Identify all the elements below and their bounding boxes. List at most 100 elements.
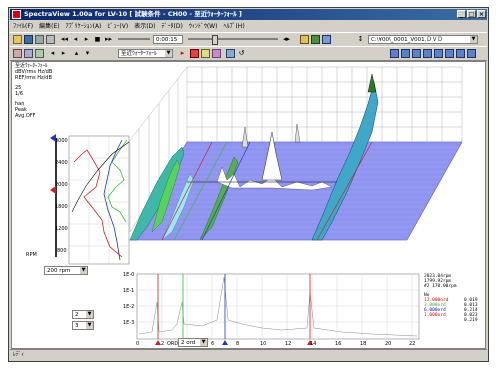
waterfall-icon[interactable] [24,49,33,58]
save-icon[interactable] [24,35,33,44]
spectrum-x-tick-3: 6 [211,341,215,347]
table-icon[interactable] [311,35,320,44]
maximize-button[interactable]: □ [467,10,476,18]
cursor-blue-marker[interactable] [222,340,228,345]
rpm-profile-green [107,139,128,223]
rpm-current-marker[interactable] [50,186,56,194]
order-ridge-3 [161,173,195,241]
spectrum-x-tick-5: 10 [260,341,267,347]
rewind-icon[interactable]: ◂◂ [60,35,69,43]
print-icon[interactable] [35,35,44,44]
file-combo[interactable]: C:\¥00\_0001_V001.ＤＶＤ ▼ [368,35,478,44]
order-combo-a[interactable]: 2 ▼ [72,310,94,319]
open-folder-icon[interactable] [13,35,22,44]
grid-icon[interactable] [226,49,235,58]
rpm-step-combo[interactable]: 200 rpm ▼ [44,266,88,275]
frame-slider[interactable] [188,38,278,40]
legend-row-1-value: 0.019 [464,298,478,303]
order-cursor-green[interactable] [173,141,228,241]
waterfall-view[interactable]: 至近ｳｫｰﾀｰﾌｫｰﾙ dBV/rms Hz/dB REF/rms Hz/dB … [11,61,486,349]
spectrum-x-tick-7: 14 [310,341,317,347]
toolbar-icon-f[interactable] [445,49,454,58]
menu-file[interactable]: ﾌｧｲﾙ(F) [13,23,34,30]
position-slider[interactable] [118,38,150,40]
arrow-down-icon[interactable]: ▾ [85,49,90,57]
rpm-top-marker[interactable] [50,134,56,142]
toolbar-icon-h[interactable] [467,49,476,58]
rpm-profile-red [73,149,123,258]
order-cursor-red[interactable] [161,141,213,241]
spectrum-y-tick-2: 1E-2 [123,304,135,310]
chevron-down-icon[interactable]: ▼ [80,267,87,274]
spectrum-x-tick-4: 8 [236,341,240,347]
chevron-down-icon[interactable]: ▼ [470,36,477,43]
window-title: SpectraView 1.00a for LV-10 [ 試験条件 - CH0… [24,10,242,18]
rotate-icon[interactable]: ↺ [238,49,245,57]
chevron-down-icon[interactable]: ▼ [200,339,207,346]
toolbar-icon-c[interactable] [412,49,421,58]
play-icon[interactable]: ▸ [84,35,89,43]
arrow-left-icon[interactable]: ◂ [50,49,55,57]
spectrum-y-tick-1: 1E-1 [123,288,135,294]
arrow-up-icon[interactable]: ▴ [74,49,79,57]
menu-data[interactable]: ﾃﾞｰﾀ(D) [161,23,183,30]
stop-icon[interactable]: ■ [94,36,101,43]
rpm-step-combo-value: 200 rpm [47,268,71,274]
chevron-down-icon[interactable]: ▼ [165,50,172,57]
copy-icon[interactable] [46,35,55,44]
view-combo[interactable]: 至近ｳｫｰﾀｰﾌｫｰﾙ ▼ [118,49,173,58]
legend-row-3-value: 0.214 [464,308,478,313]
arrow-right-icon[interactable]: ▸ [61,49,66,57]
legend-header-3: #2 170.00rpm [424,284,457,289]
toolbar-icon-a[interactable] [390,49,399,58]
application-window: SpectraView 1.00a for LV-10 [ 試験条件 - CH0… [8,7,489,362]
order-combo-b[interactable]: 3 ▼ [72,321,94,330]
view-combo-value: 至近ｳｫｰﾀｰﾌｫｰﾙ [121,51,157,57]
spectrum-x-label: ORDER [167,341,185,347]
peak-icon[interactable] [190,49,199,58]
menu-application[interactable]: ｱﾌﾟﾘｹｰｼｮﾝ(A) [65,23,102,30]
scale-icon[interactable] [201,49,210,58]
nav-arrows-icon[interactable]: ◂▸ [282,35,291,43]
toolbar-icon-g[interactable] [456,49,465,58]
spectrum-icon[interactable] [35,49,44,58]
cursor-red-2-marker[interactable] [307,340,313,345]
order-cursor-red-2[interactable] [316,141,373,241]
layout-icon[interactable] [322,35,331,44]
legend-row-1-label: 12.000ord [424,298,449,303]
toolbar-icon-e[interactable] [434,49,443,58]
menu-view[interactable]: ﾋﾞｭｰ(V) [107,23,129,30]
spectrum-y-tick-3: 1E-3 [123,320,135,326]
order-resolution-combo[interactable]: 2 ord ▼ [178,338,208,347]
marker-icon[interactable]: ↕ [357,35,364,43]
step-back-icon[interactable]: ◂ [73,35,78,43]
fast-forward-icon[interactable]: ▸▸ [104,35,113,43]
cursor-red-marker[interactable] [155,340,161,345]
cursor-icon[interactable] [212,49,221,58]
marker-red-icon[interactable]: ▸ [180,49,185,57]
time-field[interactable]: 0:00:15 [153,35,183,44]
info-averages: 25 [15,85,22,91]
menu-display[interactable]: 表示(D) [134,23,156,30]
chart-icon[interactable] [13,49,22,58]
zoom-icon[interactable] [300,35,309,44]
close-button[interactable]: × [477,10,486,18]
spectrum-x-tick-8: 16 [335,341,342,347]
minimize-button[interactable]: _ [457,10,466,18]
menu-window[interactable]: ｳｨﾝﾄﾞｳ(W) [188,23,218,30]
title-bar[interactable]: SpectraView 1.00a for LV-10 [ 試験条件 - CH0… [10,9,487,20]
legend-row-5-value: 0.219 [464,318,478,323]
status-bar: ﾚﾃﾞｨ [10,349,487,360]
spectrum-x-tick-1: 2 [161,341,165,347]
chevron-down-icon[interactable]: ▼ [86,311,93,318]
toolbar-icon-b[interactable] [401,49,410,58]
order-combo-b-value: 3 [75,323,79,329]
order-cursor-blue[interactable] [201,141,251,241]
info-units-1: dBV/rms Hz/dB [15,69,53,75]
toolbar-icon-d[interactable] [423,49,432,58]
chevron-down-icon[interactable]: ▼ [86,322,93,329]
info-bandwidth: 1/6 [15,91,24,97]
menu-edit[interactable]: 編集(E) [39,23,60,30]
menu-help[interactable]: ﾍﾙﾌﾟ(H) [223,23,245,30]
slider-thumb[interactable] [212,35,218,45]
